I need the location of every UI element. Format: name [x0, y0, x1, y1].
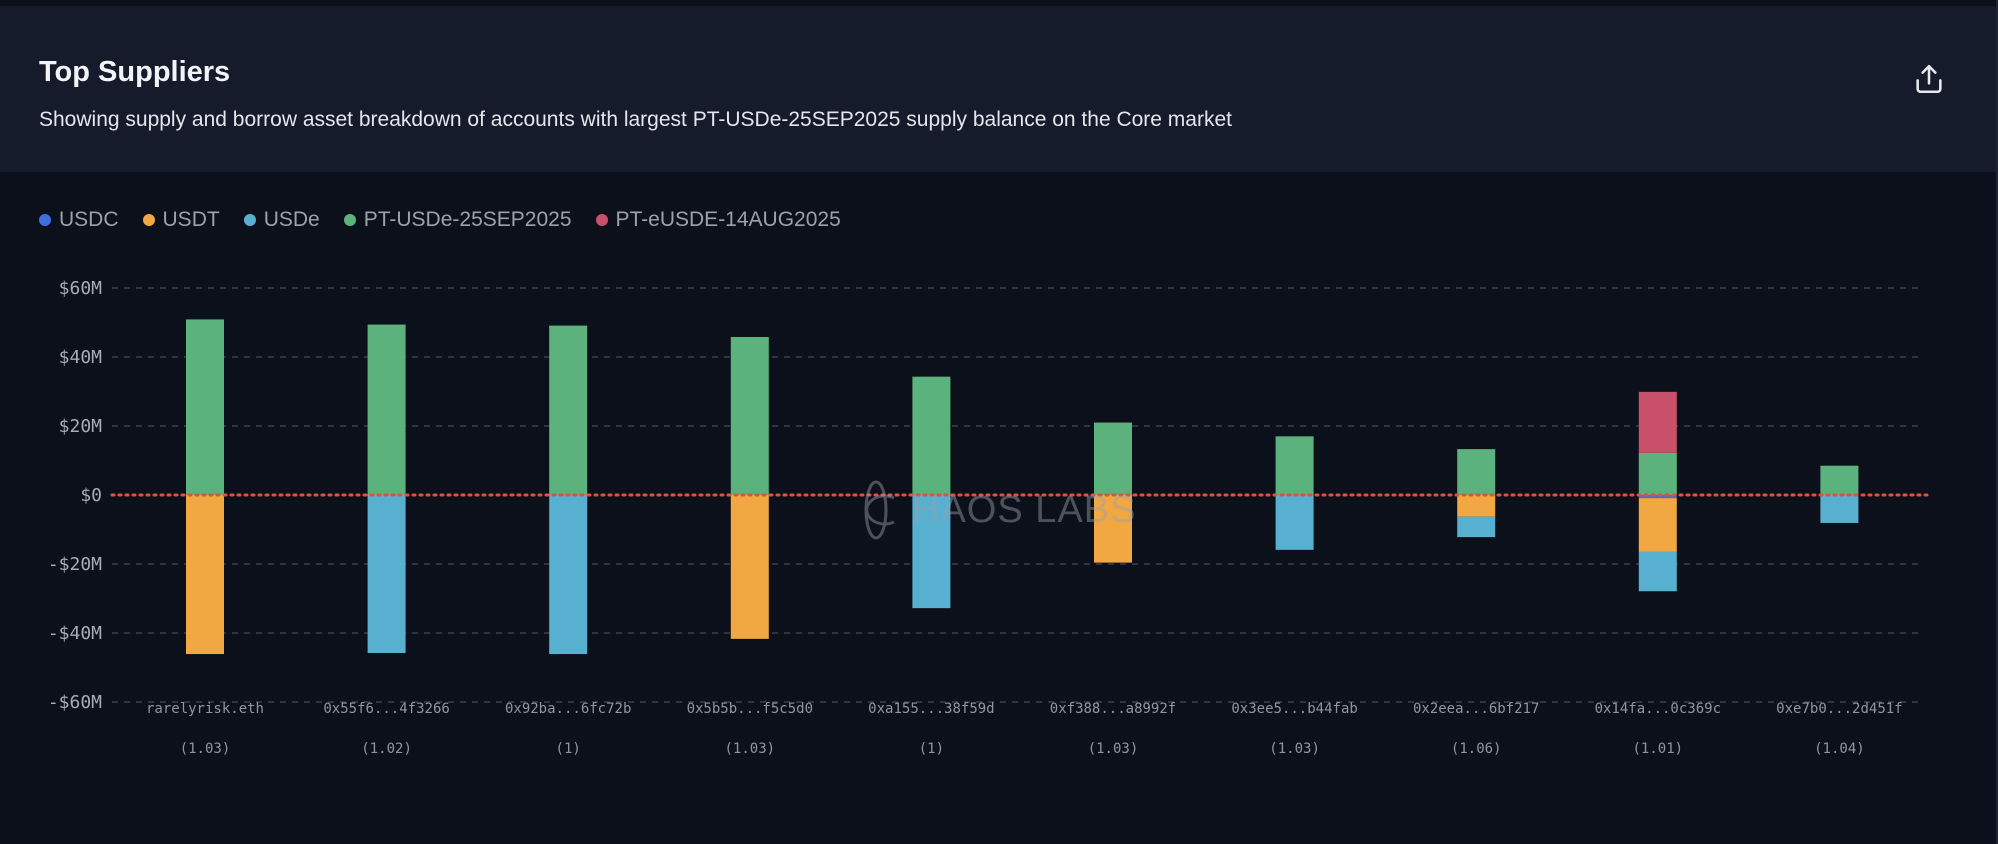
- card-title: Top Suppliers: [39, 56, 231, 88]
- y-tick-label: $40M: [59, 347, 103, 368]
- y-tick-label: -$40M: [48, 623, 102, 644]
- legend-label: PT-USDe-25SEP2025: [363, 208, 572, 231]
- health-ratio-label: (1): [919, 741, 944, 757]
- legend-item[interactable]: USDC: [39, 208, 119, 232]
- bar-segment-pt-eusde-14aug2025: [1638, 391, 1677, 453]
- chaos-labs-logo-icon: [864, 480, 895, 540]
- bar-segment-pt-usde-25sep2025: [1275, 436, 1314, 495]
- legend-dot-icon: [595, 214, 608, 226]
- x-tick-label: 0x2eea...6bf217: [1413, 701, 1539, 717]
- card-header: Top Suppliers Showing supply and borrow …: [0, 6, 1998, 172]
- bar-segment-pt-usde-25sep2025: [912, 376, 951, 495]
- health-ratio-label: (1.01): [1633, 741, 1684, 757]
- bar-segment-pt-usde-25sep2025: [186, 319, 224, 495]
- bar-segment-pt-usde-25sep2025: [367, 324, 406, 495]
- health-ratio-label: (1.04): [1814, 741, 1865, 757]
- health-ratio-label: (1.06): [1451, 741, 1502, 757]
- legend-dot-icon: [343, 214, 356, 226]
- bar-segment-usde: [549, 495, 588, 655]
- bar-segment-usde: [1638, 551, 1677, 592]
- legend-label: USDe: [263, 208, 320, 231]
- bar-segment-usde: [1275, 495, 1314, 550]
- legend-dot-icon: [243, 214, 256, 226]
- bar-segment-usdt: [1638, 498, 1677, 552]
- legend-item[interactable]: USDT: [142, 208, 220, 232]
- bar-segment-pt-usde-25sep2025: [1638, 452, 1677, 495]
- bar-segment-usdt: [730, 495, 769, 639]
- x-tick-label: 0xe7b0...2d451f: [1776, 701, 1902, 717]
- x-tick-label: 0x55f6...4f3266: [323, 701, 449, 717]
- bar-segment-usdt: [1094, 495, 1132, 563]
- y-tick-label: $20M: [59, 416, 103, 437]
- x-tick-label: 0x14fa...0c369c: [1595, 701, 1721, 717]
- bar-segment-usdt: [1457, 495, 1496, 517]
- x-tick-label: 0xf388...a8992f: [1050, 701, 1176, 717]
- chaos-labs-watermark: HAOS LABS: [850, 478, 1136, 542]
- bar-segment-pt-usde-25sep2025: [730, 336, 769, 495]
- legend-item[interactable]: PT-eUSDE-14AUG2025: [595, 208, 841, 232]
- health-ratio-label: (1.03): [1269, 741, 1320, 757]
- x-tick-label: 0x92ba...6fc72b: [505, 701, 631, 717]
- bar-segment-pt-usde-25sep2025: [1094, 422, 1132, 495]
- x-tick-label: 0x5b5b...f5c5d0: [687, 701, 813, 717]
- bar-segment-usdt: [186, 495, 224, 655]
- legend-item[interactable]: USDe: [243, 208, 320, 232]
- health-ratio-label: (1.03): [725, 741, 776, 757]
- y-tick-label: -$20M: [48, 554, 102, 575]
- health-ratio-label: (1.03): [1088, 741, 1139, 757]
- x-tick-label: 0xa155...38f59d: [868, 701, 994, 717]
- right-border: [1996, 0, 1998, 844]
- bar-segment-usde: [367, 495, 406, 654]
- legend-label: PT-eUSDE-14AUG2025: [615, 208, 841, 231]
- x-tick-label: 0x3ee5...b44fab: [1231, 701, 1357, 717]
- bar-segment-usde: [912, 495, 951, 609]
- health-ratio-label: (1.02): [361, 741, 412, 757]
- y-tick-label: $60M: [59, 278, 103, 299]
- y-tick-label: -$60M: [48, 692, 102, 713]
- bar-segment-usdc: [1638, 495, 1677, 499]
- health-ratio-label: (1.03): [180, 741, 231, 757]
- bar-segment-pt-usde-25sep2025: [1820, 465, 1859, 495]
- y-tick-label: $0: [80, 485, 102, 506]
- health-ratio-label: (1): [556, 741, 581, 757]
- legend-dot-icon: [142, 214, 155, 226]
- legend-label: USDT: [162, 208, 220, 231]
- bar-segment-usde: [1820, 495, 1859, 523]
- watermark-text: HAOS LABS: [912, 488, 1137, 531]
- legend-label: USDC: [59, 208, 119, 231]
- card-subtitle: Showing supply and borrow asset breakdow…: [39, 108, 1232, 131]
- chart-legend: USDC USDT USDe PT-USDe-25SEP2025 PT-eUSDE-14…: [39, 208, 841, 232]
- legend-item[interactable]: PT-USDe-25SEP2025: [343, 208, 572, 232]
- bar-segment-pt-usde-25sep2025: [1457, 449, 1496, 495]
- share-icon[interactable]: [1912, 62, 1946, 96]
- legend-dot-icon: [39, 214, 51, 226]
- bar-segment-usde: [1457, 516, 1496, 538]
- bar-segment-pt-usde-25sep2025: [549, 325, 588, 495]
- x-tick-label: rarelyrisk.eth: [146, 701, 264, 717]
